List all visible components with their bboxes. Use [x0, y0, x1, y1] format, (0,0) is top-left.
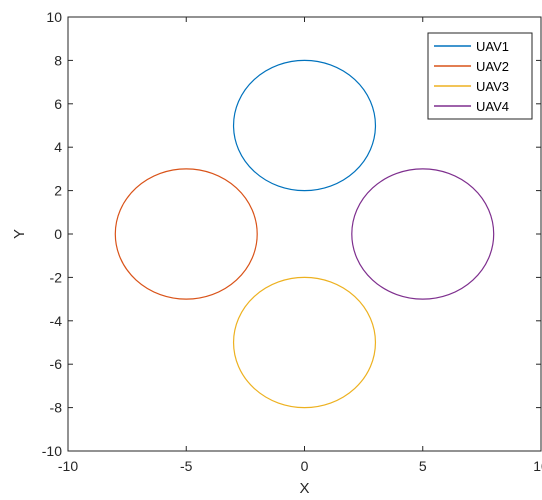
x-tick-label: -5 — [180, 458, 193, 474]
y-tick-label: 6 — [54, 96, 62, 112]
y-tick-label: 0 — [54, 226, 62, 242]
x-tick-label: 10 — [533, 458, 542, 474]
legend-label-uav3: UAV3 — [476, 79, 509, 94]
y-tick-label: -10 — [42, 443, 62, 459]
x-axis-label: X — [299, 480, 309, 497]
legend-box — [427, 32, 533, 120]
y-tick-label: -8 — [50, 400, 63, 416]
x-tick-label: 0 — [301, 458, 309, 474]
x-tick-label: 5 — [419, 458, 427, 474]
series-uav1-path — [232, 59, 377, 192]
y-tick-label: -6 — [50, 356, 63, 372]
y-tick-label: 2 — [54, 183, 62, 199]
x-tick-label: -10 — [58, 458, 78, 474]
y-tick-label: 10 — [46, 9, 62, 25]
y-axis-label: Y — [11, 229, 28, 239]
y-tick-label: -4 — [50, 313, 63, 329]
series-uav4-path — [351, 168, 495, 300]
series-uav2-path — [114, 168, 258, 300]
series-uav3-path — [232, 276, 377, 409]
y-tick-label: -2 — [50, 269, 63, 285]
legend-label-uav4: UAV4 — [476, 99, 509, 114]
y-tick-label: 4 — [54, 139, 62, 155]
legend: UAV1 UAV2 UAV3 UAV4 — [427, 32, 533, 120]
y-tick-label: 8 — [54, 52, 62, 68]
legend-label-uav1: UAV1 — [476, 39, 509, 54]
plot-area — [114, 59, 495, 409]
legend-label-uav2: UAV2 — [476, 59, 509, 74]
